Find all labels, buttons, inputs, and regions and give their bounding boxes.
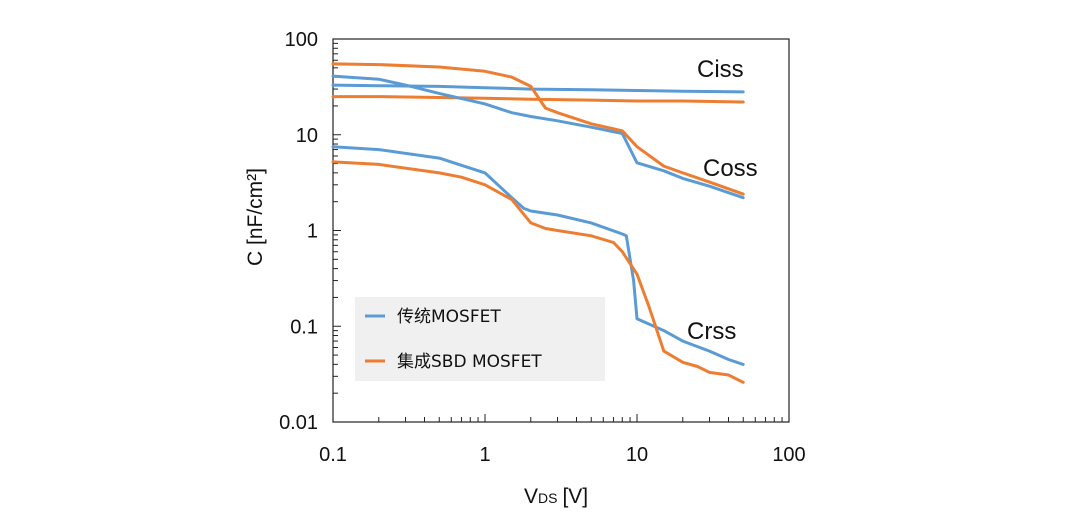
conventional-coss-line: [331, 74, 745, 200]
annotation-coss: Coss: [703, 155, 758, 182]
y-tick-label: 0.01: [279, 412, 318, 434]
legend: 传统MOSFET 集成SBD MOSFET: [355, 297, 605, 381]
y-axis-title: C [nF/cm²]: [244, 168, 267, 266]
y-tick-label: 100: [285, 29, 318, 51]
x-axis-title: VDS [V]: [524, 485, 588, 508]
y-tick-label: 0.1: [290, 316, 318, 338]
x-tick-label: 100: [772, 444, 805, 466]
legend-box: [355, 297, 605, 381]
conventional-crss-line: [331, 145, 745, 366]
y-tick-label: 1: [307, 221, 318, 243]
x-axis-title-unit: [V]: [562, 485, 588, 508]
conventional-ciss-line: [331, 83, 745, 94]
y-tick-label: 10: [296, 125, 318, 147]
x-axis-title-subscript: DS: [538, 490, 557, 506]
x-tick-label: 0.1: [319, 444, 347, 466]
x-axis-title-main: V: [524, 485, 538, 508]
annotation-ciss: Ciss: [697, 56, 744, 83]
annotation-crss: Crss: [687, 318, 736, 345]
x-tick-label: 10: [626, 444, 648, 466]
x-tick-label: 1: [479, 444, 490, 466]
integrated-sbd-crss-line: [331, 160, 745, 384]
legend-label-conventional: 传统MOSFET: [397, 307, 501, 327]
integrated-sbd-coss-line: [331, 62, 745, 196]
series-curves: [331, 62, 745, 384]
legend-label-integrated-sbd: 集成SBD MOSFET: [397, 352, 542, 372]
integrated-sbd-ciss-line: [331, 95, 745, 104]
